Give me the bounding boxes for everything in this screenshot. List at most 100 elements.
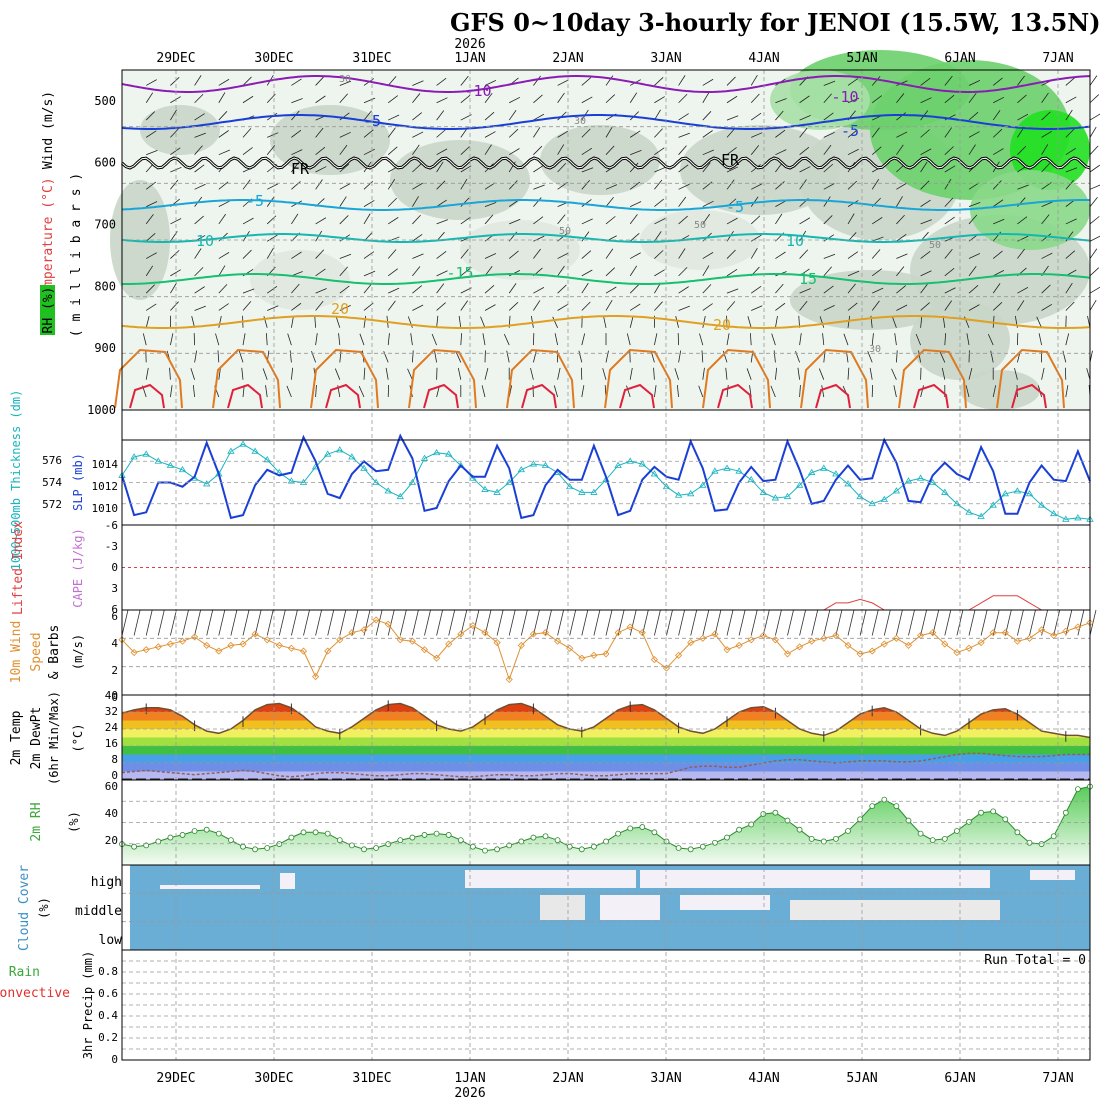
thickness-point (662, 482, 671, 490)
rh-area (122, 786, 1090, 865)
wind-barb (169, 367, 171, 380)
thickness-point (892, 487, 901, 494)
wind-barb (702, 111, 712, 121)
wind-barb (987, 333, 994, 346)
wind-barb (267, 305, 279, 311)
temp-ylabel-a: 2m Temp (9, 710, 24, 765)
wind-barb (654, 301, 663, 311)
wind-barb (557, 265, 565, 277)
wind-barb (215, 333, 220, 346)
thickness-point (650, 470, 659, 477)
rh-ylabel-b: (%) (67, 811, 81, 833)
precip-tick: 0.8 (98, 965, 118, 978)
wind-barb (557, 214, 566, 225)
wind-barb (484, 111, 495, 121)
wind-barb (194, 286, 205, 294)
wind-barb (799, 217, 811, 225)
rh-point (808, 835, 815, 842)
rh-point (639, 824, 646, 830)
wind-barb (484, 284, 495, 294)
wind-ylabel-a: 10m Wind (9, 621, 24, 684)
bottom-date-label: 6JAN (944, 1071, 975, 1086)
thickness-point (590, 488, 598, 495)
wind10-point (336, 636, 344, 644)
rh-point (482, 847, 488, 854)
thickness-point (953, 499, 961, 507)
wind-barb (1065, 96, 1077, 104)
panel-frames (121, 69, 1091, 1061)
wind-barb (1065, 385, 1069, 398)
wind-barb (726, 179, 735, 190)
wind-barb (484, 201, 497, 207)
wind-barb (484, 304, 496, 311)
wind10-point (723, 646, 731, 654)
thickness-point (336, 446, 344, 453)
rh-point (191, 828, 198, 834)
wind-barb (650, 350, 655, 363)
thickness-point (1013, 487, 1022, 494)
wind-barb (915, 333, 921, 346)
wind-barb (291, 149, 303, 156)
contour-30 (521, 383, 557, 409)
contour-label: 30 (339, 74, 351, 85)
wind-barb (315, 179, 323, 190)
wind10-point (275, 641, 283, 649)
wind-barb (993, 96, 1005, 104)
wind10-point (868, 647, 876, 655)
rh-point (712, 839, 718, 846)
wind-barb (896, 131, 908, 138)
contour-25 (506, 348, 575, 409)
rh-point (1002, 816, 1009, 823)
wind10-barb (1041, 609, 1048, 636)
thickness-point (928, 478, 937, 485)
wind-barb (702, 149, 715, 156)
temp-band (122, 720, 1090, 729)
precip-tick: 0.2 (98, 1031, 118, 1044)
wind-barb (920, 77, 931, 86)
wind10-barb (363, 609, 371, 636)
wind-barb (1089, 184, 1100, 190)
wind-barb (702, 252, 714, 259)
wind-barb (407, 316, 413, 328)
wind-barb (509, 218, 521, 225)
wind-barb (1089, 216, 1100, 225)
wind10-point (469, 622, 477, 630)
rh-ylabel-a: 2m RH (29, 802, 44, 841)
wind-barb (847, 129, 858, 138)
wind-barb (359, 333, 365, 346)
wind-barb (968, 111, 979, 121)
thickness-point (1049, 509, 1058, 517)
thickness-point (711, 467, 719, 474)
wind-barb (1041, 233, 1052, 242)
wind10-barb (206, 609, 214, 636)
contour-25 (408, 348, 477, 409)
wind-barb (799, 146, 810, 156)
thickness-point (299, 478, 308, 485)
wind-barb (315, 268, 326, 277)
rh-point (736, 826, 742, 833)
wind10-point (711, 630, 719, 638)
wind10-point (287, 644, 295, 652)
contour-label: 30 (869, 344, 881, 355)
thickness-point (396, 492, 405, 500)
wind-barb (170, 128, 179, 138)
wind-barb (557, 79, 569, 86)
wind10-barb (315, 609, 322, 636)
wind-barb (508, 148, 520, 156)
wind-barb (871, 268, 883, 277)
wind-barb (291, 367, 294, 380)
wind-barb (654, 179, 663, 190)
wind-barb (702, 200, 714, 207)
wind-barb (992, 77, 1003, 86)
wind-barb (315, 127, 324, 138)
wind10-point (759, 631, 767, 640)
temp-band (122, 695, 1090, 704)
wind-barb (1017, 75, 1025, 86)
wind-barb (315, 95, 326, 104)
rh-tick: 20 (105, 834, 118, 847)
wind-barb (629, 367, 633, 380)
wind-barb (654, 147, 665, 156)
rh-point (264, 845, 271, 851)
wind-barb (484, 92, 493, 104)
wind10-barb (605, 609, 613, 636)
